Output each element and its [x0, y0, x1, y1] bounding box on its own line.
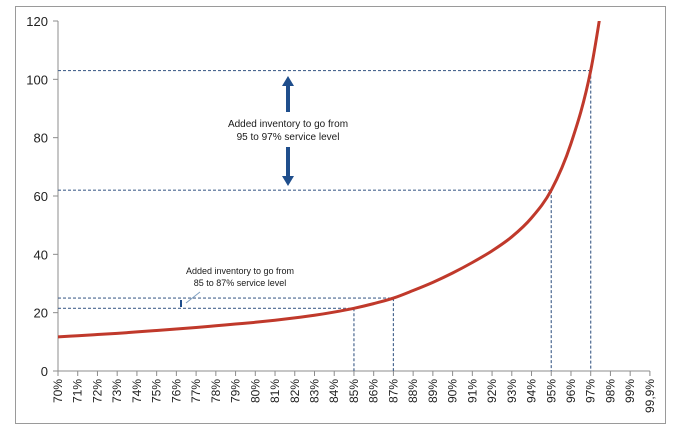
- y-tick-label: 60: [34, 189, 48, 204]
- x-tick-label: 75%: [150, 379, 164, 403]
- annotation-85-87: Added inventory to go from 85 to 87% ser…: [180, 266, 294, 307]
- x-tick-label: 78%: [209, 379, 223, 403]
- annotation-85-87-line2: 85 to 87% service level: [194, 278, 287, 288]
- x-tick-label: 79%: [229, 379, 243, 403]
- x-tick-label: 85%: [347, 379, 361, 403]
- x-tick-label: 74%: [130, 379, 144, 403]
- series-curve: [58, 21, 601, 339]
- x-tick-label: 91%: [465, 379, 479, 403]
- x-tick-label: 80%: [248, 379, 262, 403]
- y-tick-label: 40: [34, 247, 48, 262]
- callout-leader-line: [185, 291, 201, 304]
- x-tick-label: 83%: [307, 379, 321, 403]
- x-tick-label: 94%: [525, 379, 539, 403]
- annotation-85-87-line1: Added inventory to go from: [186, 266, 294, 276]
- arrow-up-icon: [282, 76, 294, 112]
- x-tick-label: 98%: [603, 379, 617, 403]
- x-tick-label: 73%: [110, 379, 124, 403]
- reference-lines: [58, 69, 592, 371]
- y-tick-label: 100: [26, 72, 48, 87]
- x-tick-label: 70%: [51, 379, 65, 403]
- x-tick-label: 95%: [544, 379, 558, 403]
- x-tick-label: 89%: [426, 379, 440, 403]
- x-tick-label: 92%: [485, 379, 499, 403]
- x-tick-label: 81%: [268, 379, 282, 403]
- x-tick-label: 96%: [564, 379, 578, 403]
- arrow-down-icon: [282, 147, 294, 186]
- x-tick-label: 76%: [169, 379, 183, 403]
- x-axis: 70% 71% 72% 73% 74% 75% 76% 77% 78% 79% 80% 81% 82% 8…: [51, 370, 657, 413]
- annotation-95-97: Added inventory to go from 95 to 97% ser…: [228, 76, 348, 186]
- x-tick-label: 97%: [584, 379, 598, 403]
- x-tick-label: 88%: [406, 379, 420, 403]
- y-tick-label: 0: [41, 364, 48, 379]
- y-axis: 0 20 40 60 80 100 120: [26, 14, 59, 379]
- curve-line: [58, 21, 601, 339]
- x-tick-label: 82%: [288, 379, 302, 403]
- x-tick-label: 86%: [367, 379, 381, 403]
- y-tick-label: 80: [34, 131, 48, 146]
- x-tick-label: 93%: [505, 379, 519, 403]
- x-tick-label: 77%: [189, 379, 203, 403]
- x-tick-label: 87%: [386, 379, 400, 403]
- y-tick-label: 120: [26, 14, 48, 29]
- x-tick-label: 72%: [90, 379, 104, 403]
- chart-frame: [15, 6, 666, 424]
- annotation-95-97-line1: Added inventory to go from: [228, 119, 348, 130]
- x-tick-label: 90%: [446, 379, 460, 403]
- y-tick-label: 20: [34, 306, 48, 321]
- x-tick-label: 71%: [71, 379, 85, 403]
- x-tick-label: 99,9%: [643, 379, 657, 413]
- annotation-95-97-line2: 95 to 97% service level: [237, 132, 340, 143]
- x-tick-label: 99%: [623, 379, 637, 403]
- x-tick-label: 84%: [327, 379, 341, 403]
